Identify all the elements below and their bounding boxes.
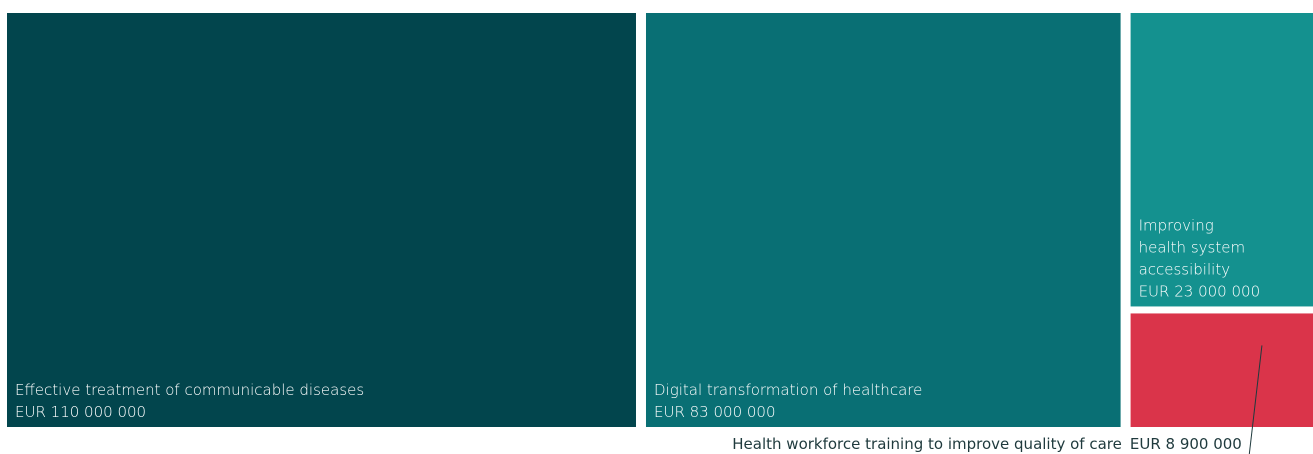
tile-name-label: Digital transformation of healthcare: [654, 381, 922, 399]
treemap-tile: [7, 13, 636, 427]
callout-value: EUR 8 900 000: [1130, 435, 1242, 453]
treemap-tile: [645, 13, 1121, 427]
tile-name-label: Improving: [1139, 216, 1214, 234]
tile-name-label: accessibility: [1139, 260, 1231, 278]
tile-value-label: EUR 110 000 000: [15, 403, 146, 421]
callout-name: Health workforce training to improve qua…: [732, 435, 1122, 453]
tile-value-label: EUR 83 000 000: [654, 403, 776, 421]
tile-name-label: health system: [1139, 238, 1245, 256]
callout-leader-line: [1248, 345, 1263, 454]
callout-label: Health workforce training to improve qua…: [732, 435, 1242, 453]
tile-name-label: Effective treatment of communicable dise…: [15, 381, 364, 399]
tile-value-label: EUR 23 000 000: [1139, 282, 1261, 300]
treemap-tile: [1130, 313, 1313, 427]
treemap-tile: [1130, 13, 1313, 307]
